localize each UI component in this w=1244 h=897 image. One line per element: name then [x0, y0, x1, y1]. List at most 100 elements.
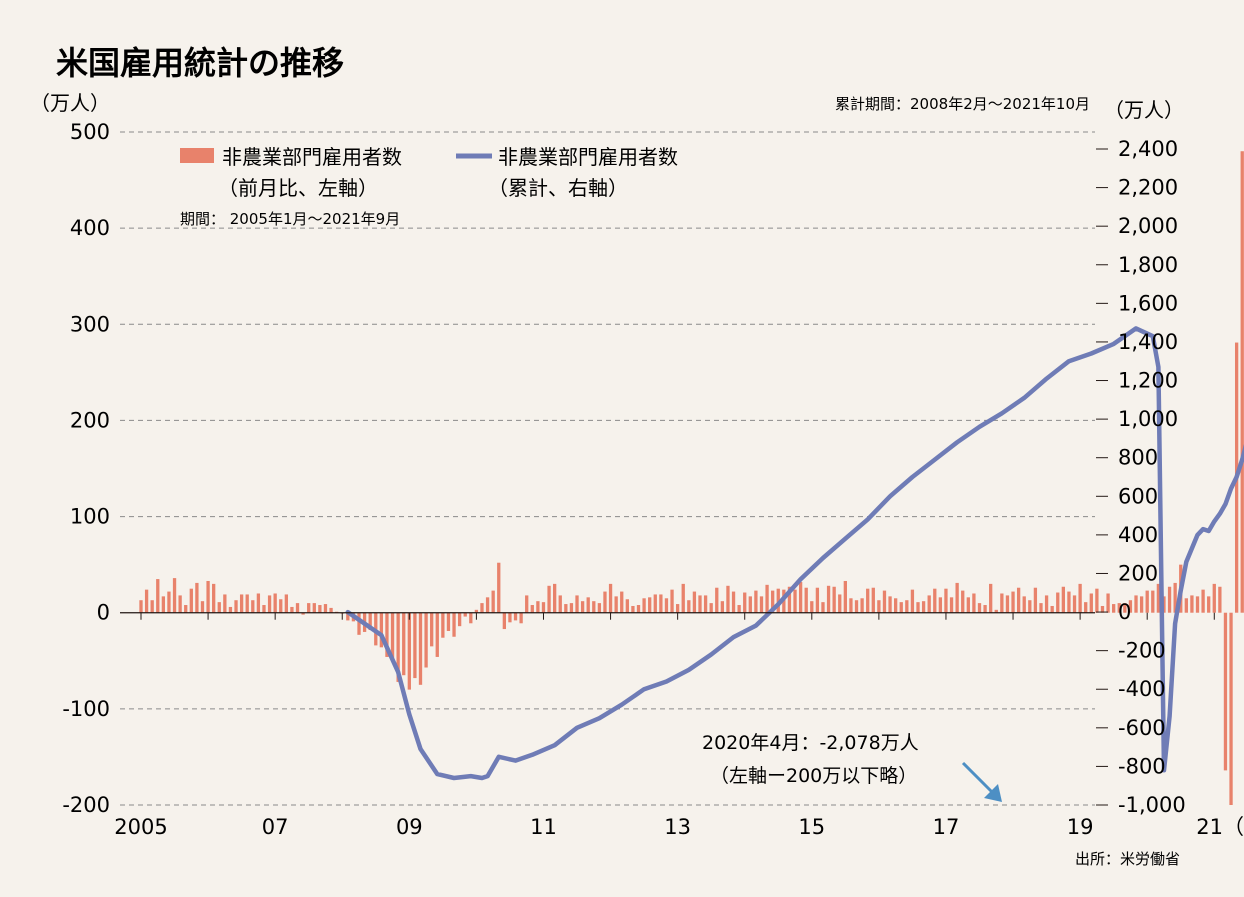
bar-mark [916, 602, 920, 613]
bar-mark [1134, 595, 1138, 613]
x-tick-label: 11 [530, 815, 557, 839]
bar-mark [597, 603, 602, 613]
bar-mark [1139, 596, 1144, 613]
right-tick-label: 2,400 [1118, 137, 1178, 161]
bar-mark [620, 591, 624, 613]
bar-mark [1056, 592, 1060, 613]
bar-mark [989, 583, 993, 613]
left-tick-label: 400 [70, 216, 110, 240]
bar-mark [441, 612, 445, 638]
bar-mark [267, 595, 272, 613]
bar-mark [681, 583, 685, 613]
bar-mark [871, 587, 875, 613]
bar-mark [821, 602, 825, 613]
bar-mark [251, 600, 255, 613]
bar-mark [228, 606, 233, 613]
bar-mark [586, 597, 590, 613]
x-tick-label: 13 [664, 815, 691, 839]
bar-mark [888, 596, 892, 613]
bar-mark [838, 594, 842, 613]
bar-mark [1044, 595, 1049, 613]
bar-mark [854, 600, 859, 613]
bar-mark [575, 595, 579, 613]
bar-mark [771, 590, 775, 613]
bar-mark [463, 612, 467, 617]
left-tick-label: 300 [70, 312, 110, 336]
bar-mark [139, 600, 143, 613]
bar-mark [323, 604, 328, 613]
bar-mark [1218, 586, 1222, 613]
bar-mark [245, 594, 249, 613]
bar-mark [603, 591, 607, 613]
bar-mark [541, 602, 546, 613]
bar-mark [1112, 604, 1116, 613]
bar-mark [184, 605, 188, 613]
left-tick-label: 0 [97, 601, 110, 625]
data-period-note: 期間： 2005年1月～2021年9月 [180, 210, 400, 228]
right-tick-label: 1,200 [1118, 369, 1178, 393]
bar-mark [206, 580, 210, 613]
bar-mark [418, 612, 423, 685]
right-tick-label: 2,000 [1118, 214, 1178, 238]
bar-mark [497, 562, 501, 613]
bar-mark [910, 589, 915, 613]
bar-mark [648, 597, 652, 613]
bar-mark [200, 601, 205, 613]
bar-mark [1078, 583, 1082, 613]
bar-mark [815, 587, 820, 613]
bar-mark [703, 595, 708, 613]
bar-mark [787, 586, 792, 613]
line-series-cumulative [345, 326, 1244, 781]
bar-mark [480, 603, 484, 613]
bar-mark [1207, 596, 1211, 613]
right-tick-label: -200 [1118, 639, 1166, 663]
bar-mark [748, 596, 752, 613]
bar-mark [290, 606, 294, 613]
bar-mark [329, 607, 333, 613]
bar-mark [899, 602, 903, 613]
legend-line-sublabel: （累計、右軸） [488, 176, 628, 200]
bar-mark [715, 587, 719, 613]
bar-mark [977, 603, 982, 613]
bar-mark [239, 594, 244, 613]
legend-bar-label: 非農業部門雇用者数 [222, 145, 402, 169]
bar-mark [1011, 591, 1015, 613]
bar-mark [172, 578, 177, 613]
bar-mark [1022, 596, 1026, 613]
bar-mark [273, 593, 277, 613]
bar-mark [1201, 589, 1205, 613]
bar-mark [592, 601, 596, 613]
bar-mark [1033, 587, 1038, 613]
bar-mark [944, 588, 948, 613]
x-tick-label: 15 [798, 815, 825, 839]
bar-mark [547, 585, 551, 613]
bar-mark [793, 589, 797, 613]
bar-mark [558, 595, 562, 613]
x-tick-label: 21（年） [1196, 815, 1244, 839]
bar-mark [536, 601, 540, 613]
bar-mark [938, 597, 943, 613]
bar-mark [564, 604, 568, 613]
bar-mark [1028, 600, 1032, 613]
bar-mark [1084, 602, 1088, 613]
bar-mark [491, 590, 495, 613]
right-axis-unit: （万人） [1104, 98, 1184, 122]
bar-mark [1184, 598, 1188, 613]
right-tick-label: -600 [1118, 716, 1166, 740]
bar-mark [156, 579, 160, 613]
legend-bar-swatch [180, 148, 214, 163]
bar-mark [424, 612, 428, 668]
bar-mark [262, 605, 266, 613]
bar-mark [301, 612, 305, 615]
bar-mark [1162, 596, 1166, 613]
bar-mark [1117, 603, 1121, 613]
bar-mark [1050, 605, 1054, 613]
bar-mark [849, 598, 853, 613]
right-tick-label: 1,600 [1118, 291, 1178, 315]
bar-mark [256, 593, 261, 613]
x-tick-label: 19 [1067, 815, 1094, 839]
bar-mark [1229, 612, 1233, 805]
bar-mark [653, 594, 657, 613]
left-tick-label: -200 [62, 793, 110, 817]
